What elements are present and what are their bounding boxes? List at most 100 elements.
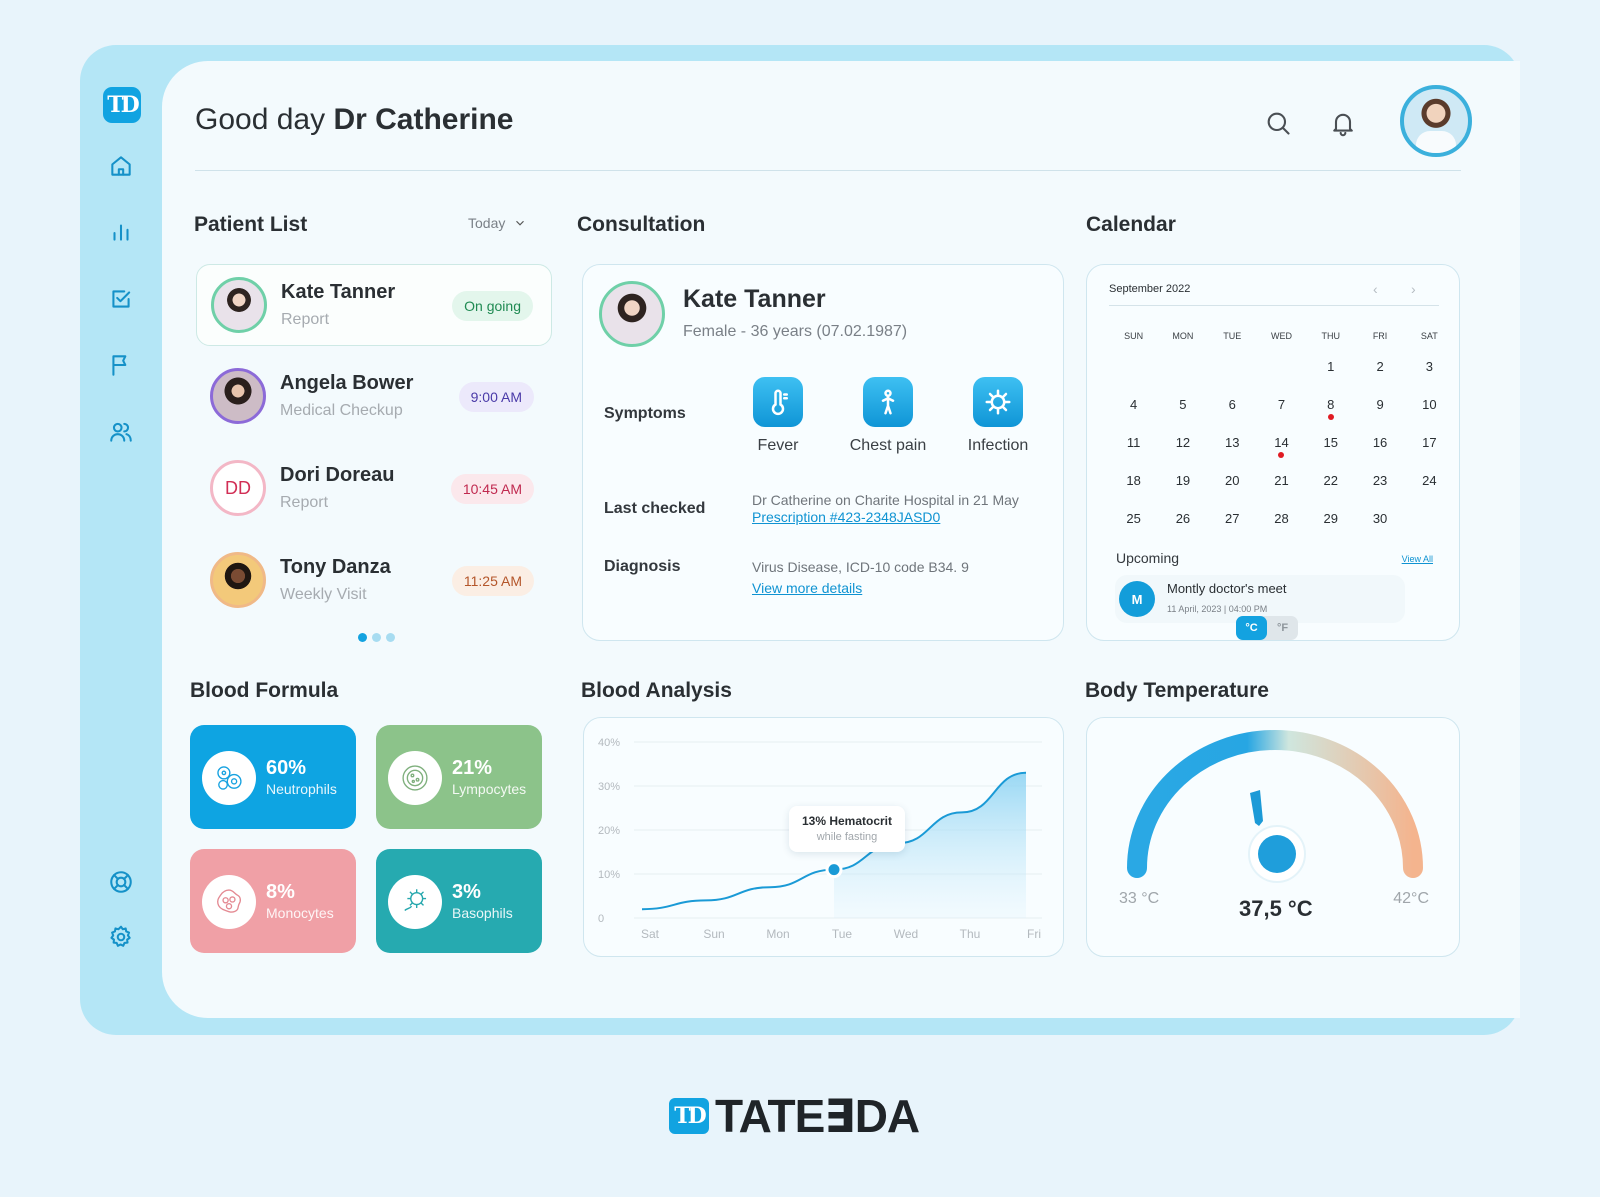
- calendar-day[interactable]: 12: [1175, 435, 1191, 450]
- view-more-details-link[interactable]: View more details: [752, 580, 863, 596]
- y-tick-label: 40%: [598, 737, 620, 749]
- patient-row[interactable]: DD Dori Doreau Report 10:45 AM: [196, 448, 552, 530]
- calendar-day[interactable]: 21: [1274, 473, 1289, 488]
- unit-celsius[interactable]: °C: [1236, 616, 1267, 640]
- calendar-day[interactable]: 28: [1274, 511, 1289, 526]
- prescription-link[interactable]: Prescription #423-2348JASD0: [752, 509, 941, 525]
- calendar-day[interactable]: 18: [1126, 473, 1141, 488]
- checkbox-icon[interactable]: [106, 284, 136, 314]
- calendar-day[interactable]: 24: [1422, 473, 1437, 488]
- patient-visit-type: Weekly Visit: [280, 586, 367, 603]
- cell-name: Basophils: [452, 905, 513, 921]
- calendar-day[interactable]: 16: [1372, 435, 1388, 450]
- consultation-title: Consultation: [577, 213, 706, 236]
- calendar-grid: SUN MON TUE WED THU FRI SAT 1 2 3 4 5 6 7 8 9 10 11 12 13 14…: [1109, 331, 1454, 549]
- diagnosis-text: Virus Disease, ICD-10 code B34. 9: [752, 559, 969, 575]
- calendar-day[interactable]: 17: [1422, 435, 1437, 450]
- calendar-day[interactable]: 30: [1372, 511, 1388, 526]
- pagination-dots[interactable]: [358, 633, 395, 642]
- patient-visit-type: Medical Checkup: [280, 402, 403, 419]
- symptom-infection[interactable]: Infection: [943, 377, 1053, 455]
- blood-formula-card[interactable]: 3% Basophils: [376, 849, 542, 953]
- calendar-card: September 2022 ‹ › SUN MON TUE WED THU FRI SAT…: [1086, 264, 1460, 641]
- patient-row[interactable]: Kate Tanner Report On going: [196, 264, 552, 346]
- patient-avatar: [210, 368, 266, 424]
- brand-logo: TD TATE∃DA: [669, 1090, 920, 1142]
- calendar-day[interactable]: 11: [1126, 435, 1141, 450]
- calendar-day[interactable]: 9: [1376, 397, 1384, 412]
- users-icon[interactable]: [106, 417, 136, 447]
- app-logo[interactable]: TD: [103, 87, 141, 123]
- calendar-day[interactable]: 23: [1372, 473, 1388, 488]
- page-dot[interactable]: [358, 633, 367, 642]
- chevron-left-icon[interactable]: ‹: [1373, 281, 1378, 297]
- unit-fahrenheit[interactable]: °F: [1276, 622, 1289, 634]
- gauge-max-label: 42°C: [1393, 890, 1429, 907]
- calendar-weekday: MON: [1172, 331, 1194, 341]
- body-temperature-card: 33 °C 42°C 37,5 °C: [1086, 717, 1460, 957]
- blood-formula-card[interactable]: 21% Lympocytes: [376, 725, 542, 829]
- consult-patient-info: Female - 36 years (07.02.1987): [683, 323, 908, 340]
- calendar-day[interactable]: 22: [1323, 473, 1339, 488]
- virus-icon: [973, 377, 1023, 427]
- blood-formula-card[interactable]: 8% Monocytes: [190, 849, 356, 953]
- event-dot: [1278, 452, 1285, 458]
- blood-analysis-title: Blood Analysis: [581, 679, 732, 702]
- blood-formula-card[interactable]: 60% Neutrophils: [190, 725, 356, 829]
- date-filter-dropdown[interactable]: Today: [468, 215, 527, 231]
- header-divider: [195, 170, 1461, 171]
- diagnosis-label: Diagnosis: [604, 558, 681, 575]
- calendar-day[interactable]: 3: [1425, 359, 1433, 374]
- settings-icon[interactable]: [106, 922, 136, 952]
- calendar-day[interactable]: 25: [1126, 511, 1141, 526]
- unit-toggle[interactable]: °C °F: [1236, 616, 1298, 640]
- cell-percentage: 60%: [266, 757, 307, 779]
- cell-name: Monocytes: [266, 905, 334, 921]
- cell-name: Lympocytes: [452, 781, 527, 797]
- status-badge: On going: [452, 291, 533, 321]
- patient-avatar: [210, 552, 266, 608]
- event-avatar: M: [1119, 581, 1155, 617]
- symptom-fever[interactable]: Fever: [723, 377, 833, 455]
- calendar-day[interactable]: 14: [1257, 435, 1306, 473]
- user-avatar[interactable]: [1400, 85, 1472, 157]
- calendar-day[interactable]: 20: [1224, 473, 1240, 488]
- calendar-empty-cell: [1158, 359, 1207, 397]
- calendar-day[interactable]: 15: [1323, 435, 1339, 450]
- search-icon[interactable]: [1264, 109, 1292, 137]
- sidebar: TD: [80, 45, 162, 1035]
- greeting-name: Dr Catherine: [333, 103, 514, 136]
- calendar-day[interactable]: 7: [1277, 397, 1286, 412]
- page-dot[interactable]: [386, 633, 395, 642]
- calendar-day[interactable]: 10: [1422, 397, 1437, 412]
- page-dot[interactable]: [372, 633, 381, 642]
- symptom-chest-pain[interactable]: Chest pain: [833, 377, 943, 455]
- bell-icon[interactable]: [1329, 109, 1357, 137]
- patient-row[interactable]: Angela Bower Medical Checkup 9:00 AM: [196, 356, 552, 438]
- lifebuoy-icon[interactable]: [106, 867, 136, 897]
- upcoming-event[interactable]: M Montly doctor's meet 11 April, 2023 | …: [1115, 575, 1405, 623]
- calendar-day[interactable]: 5: [1179, 397, 1187, 412]
- gauge-arc: [1127, 730, 1423, 878]
- calendar-day[interactable]: 2: [1376, 359, 1384, 374]
- chevron-right-icon[interactable]: ›: [1411, 281, 1416, 297]
- calendar-day[interactable]: 19: [1175, 473, 1191, 488]
- patient-visit-type: Report: [281, 311, 330, 328]
- view-all-link[interactable]: View All: [1401, 554, 1433, 564]
- tooltip-sublabel: while fasting: [816, 831, 878, 843]
- calendar-day[interactable]: 6: [1228, 397, 1236, 412]
- calendar-day[interactable]: 8: [1306, 397, 1355, 435]
- calendar-day[interactable]: 26: [1175, 511, 1191, 526]
- calendar-day[interactable]: 4: [1130, 397, 1138, 412]
- patient-row[interactable]: Tony Danza Weekly Visit 11:25 AM: [196, 540, 552, 622]
- brand-mark: TD: [669, 1098, 709, 1134]
- calendar-day[interactable]: 1: [1327, 359, 1335, 374]
- flag-icon[interactable]: [106, 350, 136, 380]
- highlight-point: [825, 861, 843, 879]
- calendar-day[interactable]: 27: [1224, 511, 1240, 526]
- bar-chart-icon[interactable]: [106, 217, 136, 247]
- calendar-day[interactable]: 29: [1323, 511, 1339, 526]
- calendar-day[interactable]: 13: [1224, 435, 1240, 450]
- home-icon[interactable]: [106, 151, 136, 181]
- x-tick-label: Wed: [894, 927, 918, 941]
